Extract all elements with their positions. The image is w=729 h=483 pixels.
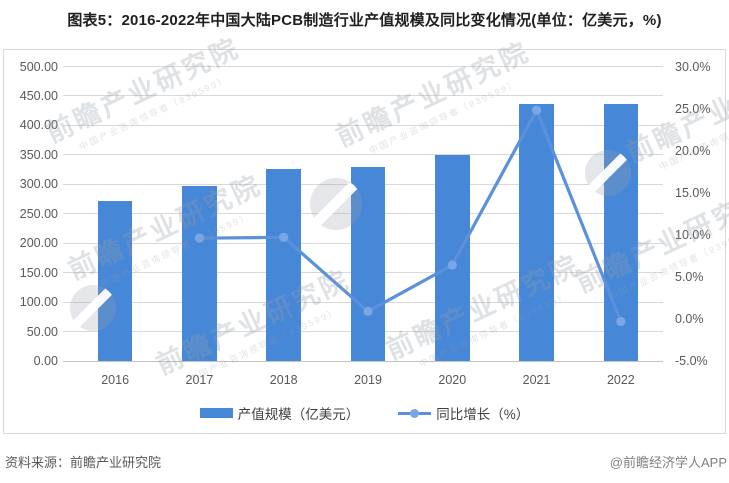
right-axis-tick-label: 5.0% [675,269,704,284]
right-axis-tick-label: -5.0% [675,354,708,368]
line-series-swatch-icon [398,408,432,419]
gridline [63,154,663,156]
x-axis-label-2016: 2016 [101,373,130,387]
right-axis-tick-label: 30.0% [675,59,711,74]
x-axis-label-2018: 2018 [269,373,298,387]
x-axis-label-2022: 2022 [606,373,635,387]
left-axis-tick-label: 150.00 [19,265,58,280]
left-axis-tick-label: 100.00 [19,295,58,310]
bar-2022 [603,104,639,361]
left-axis-tick-label: 200.00 [19,236,58,251]
credit-text: @前瞻经济学人APP [609,455,727,470]
bar-series-label: 产值规模（亿美元） [237,407,360,422]
legend-item-bar-series: 产值规模（亿美元） [199,403,360,423]
left-axis-tick-label: 400.00 [19,118,58,133]
x-axis-label-2017: 2017 [185,373,214,387]
bar-2021 [519,103,554,361]
x-axis-label-2020: 2020 [438,373,467,387]
bar-2018 [266,168,301,361]
x-axis-label-2021: 2021 [522,373,551,387]
right-axis-tick-label: 15.0% [675,185,711,200]
legend-item-line-series: 同比增长（%） [398,403,529,423]
right-axis-tick-label: 20.0% [675,143,711,158]
left-axis-tick-label: 500.00 [19,59,58,74]
gridline [63,66,663,67]
gridline [63,124,663,126]
right-axis-tick-label: 10.0% [675,227,711,242]
line-series-label: 同比增长（%） [436,407,530,422]
left-axis-tick-label: 50.00 [26,324,58,339]
data-source-text: 资料来源：前瞻产业研究院 [5,455,162,470]
gridline [63,95,663,97]
left-axis-tick-label: 0.00 [33,354,58,368]
left-axis-tick-label: 300.00 [19,177,58,192]
bar-2017 [182,185,217,361]
left-axis-tick-label: 350.00 [19,147,58,162]
bar-series-swatch-icon [199,408,233,418]
left-axis-tick-label: 250.00 [19,206,58,221]
bar-2016 [97,201,133,361]
bar-2020 [435,154,470,361]
chart-legend: 产值规模（亿美元） 同比增长（%） [0,403,729,423]
right-axis-tick-label: 0.0% [675,311,704,326]
right-axis-tick-label: 25.0% [675,101,711,116]
bar-2019 [350,167,386,361]
left-axis-tick-label: 450.00 [19,88,58,103]
chart-title: 图表5：2016-2022年中国大陆PCB制造行业产值规模及同比变化情况(单位：… [67,12,662,29]
x-axis-label-2019: 2019 [354,373,382,387]
gridline [63,360,663,362]
